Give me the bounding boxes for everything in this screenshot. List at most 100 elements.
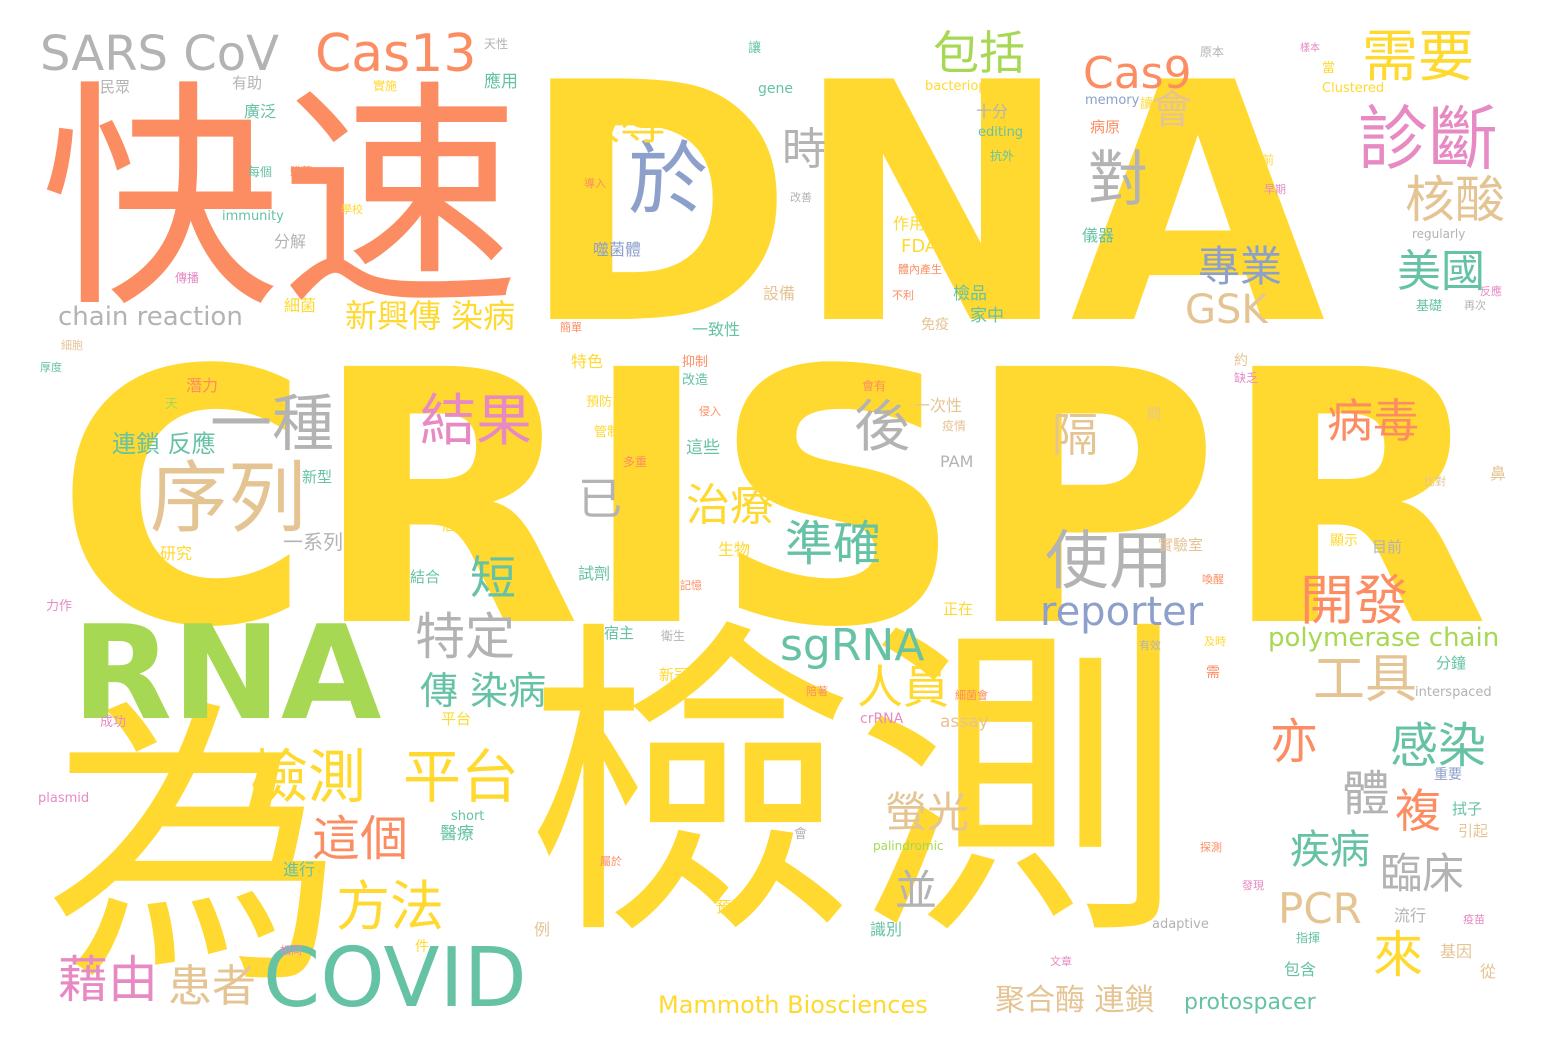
cloud-word: 特色 bbox=[571, 352, 604, 371]
cloud-word: 人員 bbox=[857, 660, 949, 714]
cloud-word: 喚醒 bbox=[1202, 573, 1224, 586]
cloud-word: immunity bbox=[222, 209, 284, 224]
cloud-word: 醫療 bbox=[440, 824, 474, 844]
cloud-word: 細菌 bbox=[284, 296, 317, 315]
cloud-word: 從 bbox=[1480, 962, 1497, 981]
cloud-word: 分鐘 bbox=[1436, 654, 1467, 672]
cloud-word: 重要 bbox=[1434, 767, 1462, 783]
cloud-word: 顯示 bbox=[1330, 533, 1358, 549]
cloud-word: 指揮 bbox=[1296, 931, 1321, 945]
cloud-word: 設備 bbox=[763, 284, 796, 303]
cloud-word: 目前 bbox=[1372, 538, 1403, 556]
cloud-word: 包括 bbox=[933, 26, 1025, 80]
cloud-word: 生入 bbox=[1096, 395, 1118, 408]
cloud-word: Cas9 bbox=[1083, 48, 1192, 99]
cloud-word: 原本 bbox=[1200, 45, 1225, 59]
cloud-word: 天性 bbox=[484, 37, 509, 51]
cloud-word: 發現 bbox=[1242, 879, 1264, 892]
cloud-word: Clustered bbox=[1322, 81, 1385, 96]
cloud-word: 螢光 bbox=[885, 788, 970, 837]
cloud-word: 準確 bbox=[785, 516, 882, 572]
cloud-word: 問 bbox=[1147, 407, 1161, 423]
cloud-word: 核酸 bbox=[1405, 171, 1505, 229]
cloud-word: 需要 bbox=[1362, 25, 1474, 90]
cloud-word: 後 bbox=[854, 395, 910, 460]
cloud-word: 樣本 bbox=[1300, 43, 1320, 54]
cloud-word: Cas13 bbox=[315, 24, 477, 84]
cloud-word: 每個 bbox=[248, 165, 273, 179]
cloud-word: 深具 bbox=[1018, 645, 1040, 658]
cloud-word: 導入 bbox=[584, 177, 606, 190]
cloud-word: assay bbox=[940, 712, 989, 732]
cloud-word: palindromic bbox=[873, 839, 944, 853]
cloud-word: 當 bbox=[1322, 61, 1336, 76]
cloud-word: 會 bbox=[794, 827, 808, 842]
cloud-word: 免疫 bbox=[921, 317, 949, 333]
cloud-word: 簡單 bbox=[560, 321, 582, 334]
cloud-word: 實驗室 bbox=[1158, 536, 1204, 554]
cloud-word: 這些 bbox=[686, 438, 720, 458]
cloud-word: 抑制 bbox=[682, 355, 709, 370]
cloud-word: 來 bbox=[1373, 926, 1423, 984]
cloud-word: 並 bbox=[895, 866, 938, 915]
cloud-word: 流行 bbox=[1394, 906, 1427, 925]
cloud-word: short bbox=[451, 809, 485, 824]
cloud-word: 改善 bbox=[790, 191, 812, 204]
cloud-word: 基因 bbox=[1440, 942, 1473, 961]
cloud-word: 研究 bbox=[160, 544, 193, 563]
cloud-word: 購藥 bbox=[290, 165, 312, 178]
cloud-word: 檢品 bbox=[953, 284, 987, 304]
cloud-word: 複 bbox=[1395, 784, 1441, 838]
cloud-word: 拭子 bbox=[1452, 800, 1483, 818]
cloud-word: 當前 bbox=[1250, 153, 1275, 167]
cloud-word: 亦 bbox=[1270, 714, 1319, 770]
cloud-word: 讓 bbox=[748, 41, 762, 56]
cloud-word: 一次性 bbox=[914, 396, 963, 415]
cloud-word: 早期 bbox=[1264, 183, 1286, 196]
cloud-word: 成功 bbox=[100, 715, 127, 730]
cloud-word: 鼻 bbox=[1490, 464, 1507, 483]
cloud-word: 連鎖 反應 bbox=[112, 430, 216, 458]
cloud-word: 作用 bbox=[893, 214, 926, 233]
cloud-word: 新型 bbox=[302, 468, 333, 486]
cloud-word: 生物 bbox=[718, 540, 751, 559]
cloud-word: 應用 bbox=[484, 72, 518, 92]
cloud-word: 公共 bbox=[580, 151, 602, 164]
cloud-word: 快速 bbox=[40, 60, 521, 340]
cloud-word: 管制 bbox=[594, 425, 621, 440]
cloud-word: 正在 bbox=[943, 600, 974, 618]
cloud-word: 屬於 bbox=[600, 855, 622, 868]
cloud-word: 試劑 bbox=[578, 564, 611, 583]
cloud-word: 病原 bbox=[1090, 118, 1121, 136]
cloud-word: 潛力 bbox=[186, 376, 219, 395]
cloud-word: CRISPR bbox=[55, 296, 1490, 704]
cloud-word: SARS CoV bbox=[40, 26, 279, 82]
cloud-word: 傳 染病 bbox=[420, 669, 547, 713]
cloud-word: 工具 bbox=[1313, 650, 1418, 710]
cloud-word: 時 bbox=[782, 124, 826, 175]
cloud-word: bacteriophage bbox=[925, 79, 1020, 94]
cloud-word: 衛生 bbox=[661, 629, 686, 643]
cloud-word: 不利 bbox=[892, 289, 914, 302]
cloud-word: 居家 bbox=[442, 516, 473, 534]
cloud-word: 宿主 bbox=[604, 624, 635, 642]
cloud-word: 厚度 bbox=[40, 361, 62, 374]
cloud-word: 為 bbox=[45, 675, 345, 1024]
cloud-word: 相同 bbox=[280, 944, 302, 957]
cloud-word: protospacer bbox=[1184, 990, 1316, 1015]
cloud-word: 十分 bbox=[976, 102, 1009, 121]
cloud-word: 文章 bbox=[1050, 955, 1072, 968]
cloud-word: 會有 bbox=[862, 379, 887, 393]
cloud-word: 疫情 bbox=[942, 419, 967, 433]
cloud-word: 平台 bbox=[403, 743, 520, 811]
cloud-word: adaptive bbox=[1152, 917, 1209, 932]
cloud-word: 感染 bbox=[1390, 718, 1487, 774]
cloud-word: 廣泛 bbox=[244, 102, 277, 121]
cloud-word: 會 bbox=[1152, 87, 1192, 133]
cloud-word: 反應 bbox=[1480, 285, 1502, 298]
cloud-word: 病毒 bbox=[1327, 394, 1419, 448]
cloud-word: 臨床 bbox=[1380, 849, 1465, 898]
cloud-word: 序列 bbox=[150, 454, 307, 544]
cloud-word: 基礎 bbox=[1416, 299, 1443, 314]
cloud-word: 記憶 bbox=[680, 579, 702, 592]
